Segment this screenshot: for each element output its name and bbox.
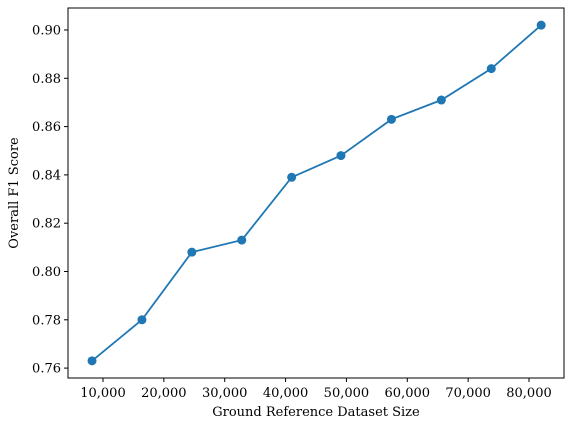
marker bbox=[336, 151, 346, 161]
y-tick-label: 0.86 bbox=[32, 120, 61, 135]
y-tick-label: 0.90 bbox=[32, 23, 61, 38]
y-tick-label: 0.88 bbox=[32, 72, 61, 87]
marker bbox=[137, 315, 147, 325]
marker bbox=[187, 247, 197, 257]
marker bbox=[237, 235, 247, 245]
marker bbox=[87, 356, 97, 366]
line bbox=[91, 24, 542, 362]
marker bbox=[436, 95, 446, 105]
y-tick-label: 0.76 bbox=[32, 362, 61, 377]
x-tick-label: 50,000 bbox=[324, 386, 370, 401]
x-tick-label: 40,000 bbox=[263, 386, 309, 401]
y-axis-label: Overall F1 Score bbox=[7, 137, 22, 249]
x-axis-label: Ground Reference Dataset Size bbox=[212, 405, 420, 420]
x-tick-label: 20,000 bbox=[141, 386, 187, 401]
x-tick-label: 70,000 bbox=[445, 386, 491, 401]
marker bbox=[287, 172, 297, 182]
marker bbox=[386, 114, 396, 124]
x-tick-label: 10,000 bbox=[80, 386, 126, 401]
y-tick-label: 0.78 bbox=[32, 313, 61, 328]
x-tick-label: 30,000 bbox=[202, 386, 248, 401]
y-tick-label: 0.84 bbox=[32, 168, 61, 183]
x-tick-label: 80,000 bbox=[506, 386, 552, 401]
y-tick-label: 0.82 bbox=[32, 217, 61, 232]
plot-frame bbox=[67, 7, 565, 379]
x-tick-label: 60,000 bbox=[385, 386, 431, 401]
marker bbox=[486, 64, 496, 74]
marker bbox=[536, 20, 546, 30]
y-tick-label: 0.80 bbox=[32, 265, 61, 280]
